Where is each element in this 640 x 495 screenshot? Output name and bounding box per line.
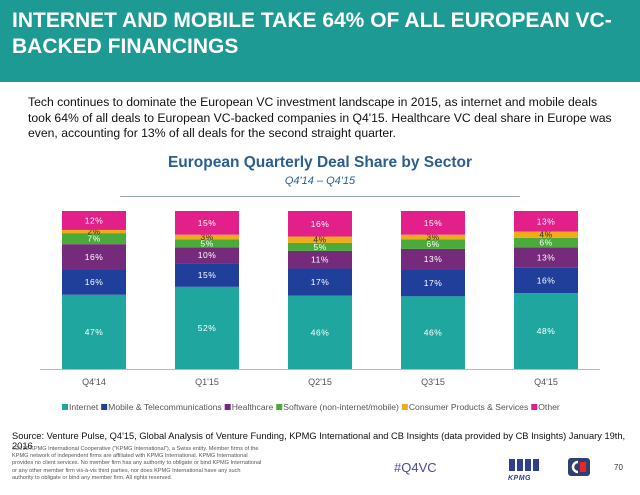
bar-segment: [288, 250, 352, 269]
bar-segment: [288, 295, 352, 369]
bar-segment: [514, 293, 578, 369]
intro-text: Tech continues to dominate the European …: [28, 95, 612, 140]
bar-segment: [514, 237, 578, 248]
bar-segment: [514, 267, 578, 294]
x-tick-label: Q4'14: [82, 377, 106, 387]
data-label: 3%: [200, 232, 213, 242]
bar-segment: [62, 233, 126, 245]
bar-segment: [288, 211, 352, 237]
data-label: 46%: [424, 328, 443, 338]
data-label: 13%: [537, 253, 556, 263]
data-label: 15%: [198, 218, 217, 228]
legend-label: Internet: [69, 402, 99, 412]
data-label: 16%: [85, 277, 104, 287]
x-tick-label: Q3'15: [421, 377, 445, 387]
bar-segment: [175, 234, 239, 240]
bar-segment: [514, 231, 578, 238]
legend-label: Mobile & Telecommunications: [108, 402, 222, 412]
legend-swatch: [401, 404, 408, 410]
source-note: Source: Venture Pulse, Q4'15, Global Ana…: [12, 431, 626, 451]
bar-segment: [401, 239, 465, 249]
legend-swatch: [101, 404, 108, 410]
data-label: 15%: [198, 270, 217, 280]
legend-label: Healthcare: [232, 402, 274, 412]
bar-segment: [62, 229, 126, 234]
bar-segment: [514, 247, 578, 268]
data-label: 52%: [198, 323, 217, 333]
bar-segment: [288, 236, 352, 243]
legend-label: Other: [538, 402, 560, 412]
data-label: 5%: [313, 242, 326, 252]
data-label: 16%: [537, 276, 556, 286]
legend-swatch: [531, 404, 538, 410]
bar-segment: [288, 242, 352, 251]
data-label: 6%: [539, 238, 552, 248]
bar-segment: [175, 263, 239, 287]
legend-label: Consumer Products & Services: [409, 402, 528, 412]
data-label: 17%: [424, 278, 443, 288]
data-label: 47%: [85, 327, 104, 337]
bar-segment: [175, 211, 239, 235]
data-label: 3%: [426, 232, 439, 242]
bar-segment: [401, 234, 465, 240]
data-label: 48%: [537, 326, 556, 336]
legend-swatch: [224, 404, 231, 410]
chart-subtitle: Q4'14 – Q4'15: [284, 175, 356, 187]
legend-swatch: [62, 404, 68, 410]
data-label: 7%: [87, 234, 100, 244]
title-divider: [120, 196, 520, 197]
cb-insights-logo-icon: [568, 458, 590, 476]
data-label: 17%: [311, 277, 330, 287]
bar-segment: [175, 247, 239, 264]
bar-segment: [62, 294, 126, 369]
bar-segment: [62, 211, 126, 230]
data-label: 4%: [539, 230, 552, 240]
bar-segment: [175, 286, 239, 369]
data-label: 13%: [537, 216, 556, 226]
x-tick-label: Q4'15: [534, 377, 558, 387]
stacked-bar-chart: 47%16%16%7%2%12%Q4'1452%15%10%5%3%15%Q1'…: [40, 211, 600, 412]
x-tick-label: Q1'15: [195, 377, 219, 387]
data-label: 46%: [311, 327, 330, 337]
data-label: 12%: [85, 215, 104, 225]
bar-segment: [401, 211, 465, 235]
data-label: 16%: [85, 252, 104, 262]
page-title: INTERNET AND MOBILE TAKE 64% OF ALL EURO…: [12, 9, 612, 58]
chart-title: European Quarterly Deal Share by Sector: [167, 154, 473, 171]
data-label: 5%: [200, 238, 213, 248]
kpmg-logo-text: KPMG: [508, 475, 531, 482]
bar-segment: [401, 269, 465, 297]
legal-disclaimer: ©2016 KPMG International Cooperative ("K…: [12, 446, 262, 481]
bar-segment: [62, 244, 126, 270]
header-banner: INTERNET AND MOBILE TAKE 64% OF ALL EURO…: [0, 0, 640, 82]
bar-segment: [401, 248, 465, 270]
data-label: 6%: [426, 239, 439, 249]
kpmg-logo-icon: [509, 459, 539, 471]
data-label: 11%: [311, 255, 329, 265]
bar-segment: [401, 296, 465, 369]
hashtag: #Q4VC: [394, 460, 437, 475]
legend-swatch: [276, 404, 283, 410]
x-tick-label: Q2'15: [308, 377, 332, 387]
data-label: 15%: [424, 218, 443, 228]
page-number: 70: [614, 463, 623, 472]
data-label: 2%: [87, 227, 100, 237]
legend-label: Software (non-internet/mobile): [283, 402, 399, 412]
bar-segment: [288, 268, 352, 296]
bar-segment: [175, 239, 239, 248]
data-label: 10%: [198, 250, 217, 260]
data-label: 4%: [313, 235, 326, 245]
bar-segment: [62, 269, 126, 295]
data-label: 13%: [424, 254, 443, 264]
data-label: 16%: [311, 219, 330, 229]
bar-segment: [514, 211, 578, 232]
